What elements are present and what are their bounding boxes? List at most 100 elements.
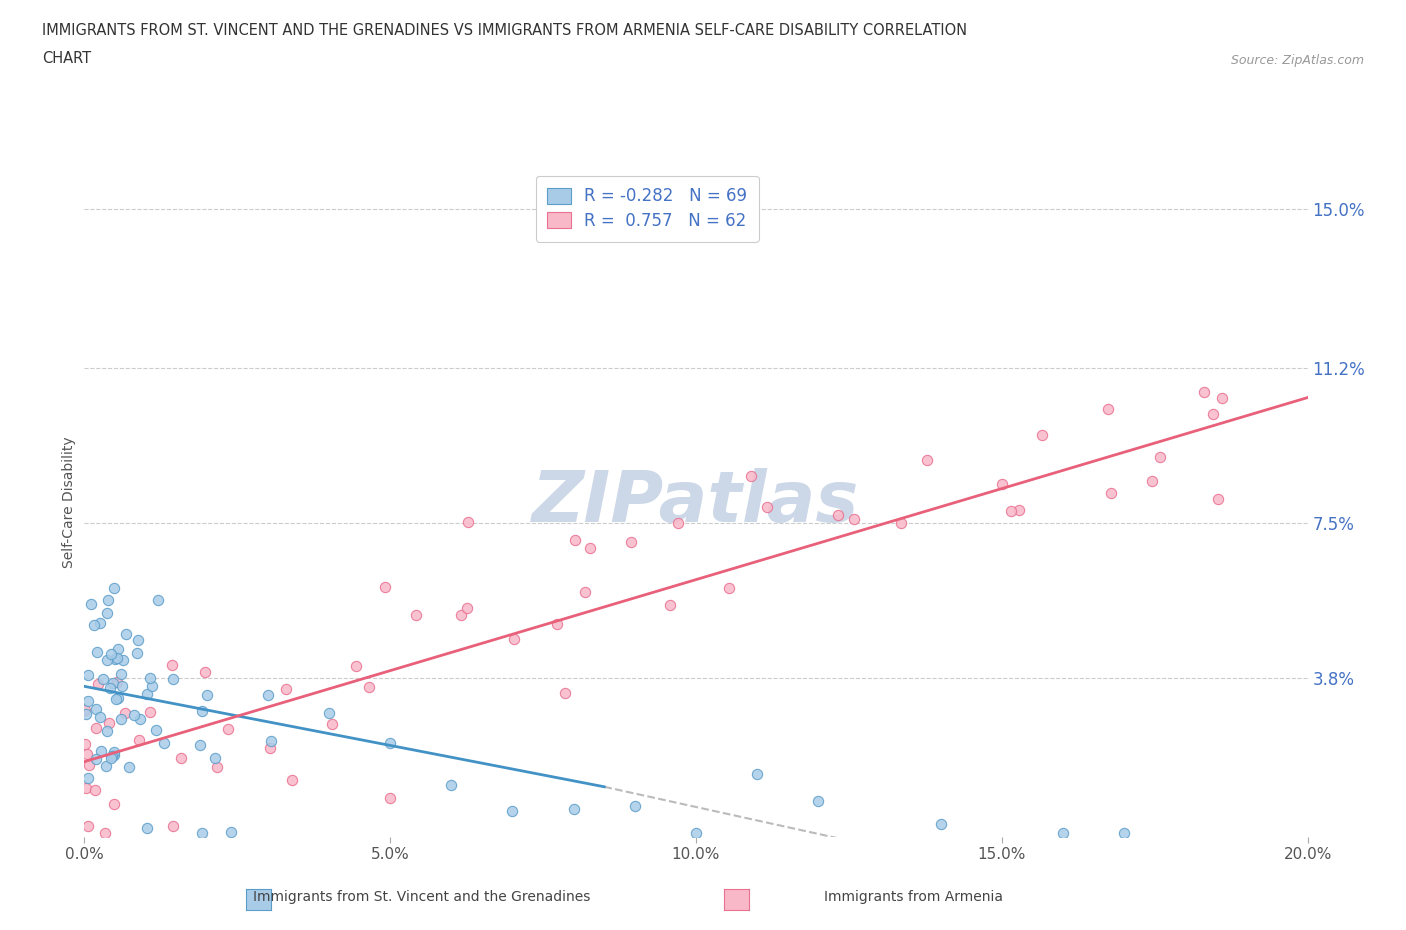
Point [457,514,479,529]
Point [136,687,159,702]
Point [103,797,125,812]
Point [118,760,141,775]
Point [547,617,569,631]
Point [107,642,129,657]
Point [450,607,472,622]
Point [114,705,136,720]
Point [747,766,769,781]
Point [1052,826,1074,841]
Point [405,607,427,622]
Point [1114,826,1136,841]
Point [80,597,103,612]
Point [1192,384,1215,399]
Point [195,687,218,702]
Point [929,817,952,831]
Point [1031,428,1053,443]
Point [502,804,524,818]
Point [807,793,830,808]
Point [90,743,112,758]
Point [96,605,118,620]
Text: Immigrants from Armenia: Immigrants from Armenia [824,890,1004,905]
Point [103,748,125,763]
Point [84,783,107,798]
Point [75,737,97,751]
Point [162,671,184,686]
Point [122,708,145,723]
Point [380,790,402,805]
Point [1140,473,1163,488]
Point [456,601,478,616]
Point [1202,406,1225,421]
Point [139,705,162,720]
Point [103,745,125,760]
Point [105,691,128,706]
Point [374,579,396,594]
Point [101,675,124,690]
Y-axis label: Self-Care Disability: Self-Care Disability [62,436,76,568]
Point [100,646,122,661]
Point [579,541,602,556]
Point [890,516,912,531]
Point [73,702,96,717]
Point [344,658,367,673]
Point [359,679,381,694]
Point [685,826,707,841]
Point [756,499,779,514]
Point [162,818,184,833]
Point [77,668,100,683]
Point [94,759,117,774]
Point [827,508,849,523]
Point [842,512,865,526]
Point [105,674,128,689]
Point [717,580,740,595]
Point [76,694,98,709]
Point [77,758,100,773]
Point [440,777,463,792]
Text: CHART: CHART [42,51,91,66]
Point [84,701,107,716]
Point [84,751,107,766]
Point [219,825,242,840]
Point [100,751,122,765]
Point [257,688,280,703]
Point [104,652,127,667]
Point [624,799,647,814]
Point [260,734,283,749]
Point [76,818,98,833]
Point [105,651,128,666]
Point [204,751,226,765]
Point [84,721,107,736]
Point [380,736,402,751]
Point [127,632,149,647]
Point [562,802,585,817]
Point [259,741,281,756]
Point [1099,485,1122,500]
Point [145,723,167,737]
Text: IMMIGRANTS FROM ST. VINCENT AND THE GRENADINES VS IMMIGRANTS FROM ARMENIA SELF-C: IMMIGRANTS FROM ST. VINCENT AND THE GREN… [42,23,967,38]
Point [574,584,596,599]
Point [1097,402,1119,417]
Point [620,535,643,550]
Legend: R = -0.282   N = 69, R =  0.757   N = 62: R = -0.282 N = 69, R = 0.757 N = 62 [536,176,759,242]
Point [110,711,132,726]
Point [148,592,170,607]
Point [76,746,98,761]
Point [1206,492,1229,507]
Point [194,665,217,680]
Point [170,751,193,766]
Point [96,724,118,738]
Point [915,453,938,468]
Point [160,658,183,673]
Point [77,770,100,785]
Point [96,653,118,668]
Point [153,736,176,751]
Point [1008,503,1031,518]
Point [129,711,152,726]
Point [554,685,576,700]
Point [115,626,138,641]
Point [97,716,120,731]
Point [128,733,150,748]
Point [107,691,129,706]
Point [91,671,114,686]
Point [503,631,526,646]
